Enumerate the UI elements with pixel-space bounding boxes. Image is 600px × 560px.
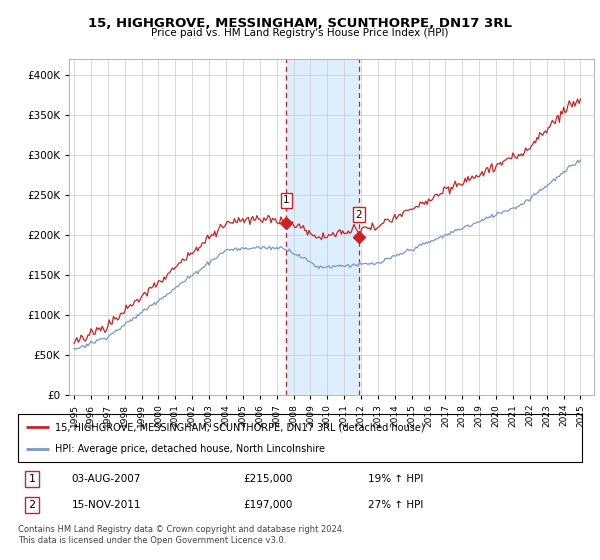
- Text: 2: 2: [29, 500, 35, 510]
- Text: 1: 1: [283, 195, 290, 205]
- Text: 1: 1: [29, 474, 35, 484]
- Text: £215,000: £215,000: [244, 474, 293, 484]
- Text: 15, HIGHGROVE, MESSINGHAM, SCUNTHORPE, DN17 3RL (detached house): 15, HIGHGROVE, MESSINGHAM, SCUNTHORPE, D…: [55, 422, 424, 432]
- Text: 19% ↑ HPI: 19% ↑ HPI: [368, 474, 423, 484]
- Text: Contains HM Land Registry data © Crown copyright and database right 2024.
This d: Contains HM Land Registry data © Crown c…: [18, 525, 344, 545]
- Text: HPI: Average price, detached house, North Lincolnshire: HPI: Average price, detached house, Nort…: [55, 444, 325, 454]
- Text: 27% ↑ HPI: 27% ↑ HPI: [368, 500, 423, 510]
- Text: £197,000: £197,000: [244, 500, 293, 510]
- Text: 2: 2: [356, 209, 362, 220]
- Text: Price paid vs. HM Land Registry's House Price Index (HPI): Price paid vs. HM Land Registry's House …: [151, 28, 449, 38]
- Bar: [286, 59, 359, 395]
- Text: 15, HIGHGROVE, MESSINGHAM, SCUNTHORPE, DN17 3RL: 15, HIGHGROVE, MESSINGHAM, SCUNTHORPE, D…: [88, 17, 512, 30]
- Text: 15-NOV-2011: 15-NOV-2011: [71, 500, 141, 510]
- Text: 03-AUG-2007: 03-AUG-2007: [71, 474, 141, 484]
